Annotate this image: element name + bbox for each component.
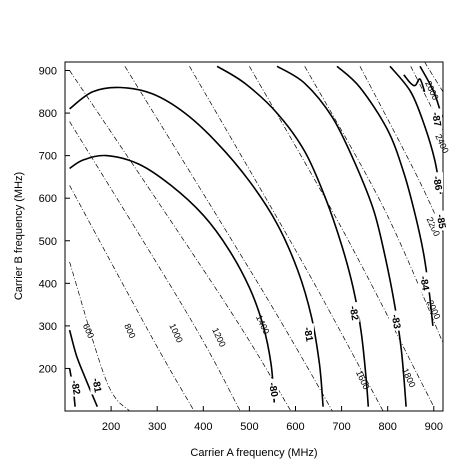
dashdot-contour-2400 — [410, 66, 443, 131]
x-axis-title: Carrier A frequency (MHz) — [190, 447, 317, 459]
solid-contour-label: -82 — [347, 305, 360, 322]
dashdot-contour-label-600: 600 — [81, 322, 96, 340]
solid-contour-9 — [403, 74, 426, 93]
y-tick-label: 800 — [39, 108, 57, 120]
dashdot-contour-1200 — [69, 70, 292, 411]
dashdot-contour-label-2000: 2000 — [425, 299, 443, 321]
solid-contour-label-bg — [430, 108, 443, 129]
solid-contour-label: -82 — [68, 380, 81, 397]
solid-contour-label-bg — [90, 374, 103, 395]
solid-contour-label-bg — [418, 272, 431, 293]
solid-contour-7 — [389, 65, 442, 195]
contours-layer — [68, 62, 443, 411]
solid-contour-label-bg — [69, 376, 82, 397]
solid-contour-label: -83 — [389, 314, 402, 331]
ticks-layer: 200 300 400 500 600 700 800 900 200 300 400 500 600 7… — [39, 66, 443, 433]
dashdot-contour-label-1600: 1600 — [354, 369, 372, 391]
solid-contour-label-bg — [389, 310, 402, 331]
dashdot-contour-label-1400: 1400 — [254, 313, 272, 335]
dashdot-contour-2600 — [424, 62, 443, 92]
dashdot-contour-label-1200: 1200 — [210, 326, 228, 348]
dashdot-contour-1400 — [124, 66, 333, 411]
y-tick-label: 700 — [39, 151, 57, 163]
solid-contour-label: -80 — [266, 382, 279, 399]
solid-contour-label: -81 — [90, 377, 103, 394]
y-tick-label: 300 — [39, 321, 57, 333]
solid-contour-label: -84 — [417, 275, 430, 292]
y-tick-label: 500 — [39, 236, 57, 248]
dashdot-contour-label-1000: 1000 — [167, 322, 185, 344]
solid-contour-label: -85 — [434, 214, 447, 231]
y-tick-label: 200 — [39, 363, 57, 375]
x-tick-label: 800 — [379, 421, 397, 433]
x-tick-label: 900 — [425, 421, 443, 433]
solid-contour-label-bg — [301, 323, 314, 344]
solid-contour-1 — [69, 86, 324, 407]
solid-contour-label: -86 — [430, 175, 443, 192]
dashdot-contour-label-800: 800 — [122, 322, 137, 340]
solid-contour-label-bg — [434, 210, 447, 231]
dashdot-contour-label-2600: 2600 — [423, 79, 441, 101]
solid-contour-5 — [276, 65, 407, 407]
dashdot-contour-1600 — [189, 66, 384, 411]
dashdot-contour-1000 — [69, 121, 241, 411]
solid-contour-label-bg — [431, 172, 444, 193]
solid-contour-4 — [216, 65, 370, 407]
dashdot-contour-label-1800: 1800 — [400, 367, 418, 389]
solid-contour-label-bg — [347, 302, 360, 323]
dashdot-contour-1800 — [249, 66, 435, 407]
y-tick-label: 600 — [39, 193, 57, 205]
dashdot-contour-2000 — [304, 66, 443, 344]
y-tick-label: 400 — [39, 278, 57, 290]
dashdot-contour-800 — [69, 185, 195, 411]
solid-contour-0 — [69, 154, 276, 403]
y-tick-label: 900 — [39, 66, 57, 78]
solid-contour-label: -87 — [429, 111, 442, 128]
x-tick-label: 700 — [332, 421, 350, 433]
x-tick-label: 600 — [286, 421, 304, 433]
x-tick-label: 300 — [148, 421, 166, 433]
x-tick-label: 500 — [240, 421, 258, 433]
dashdot-contour-600 — [69, 261, 130, 411]
x-tick-label: 400 — [194, 421, 212, 433]
y-axis-title: Carrier B frequency (MHz) — [13, 172, 25, 300]
dashdot-contour-label-2400: 2400 — [433, 133, 451, 155]
solid-contour-label-bg — [266, 378, 279, 399]
solid-contour-label: -81 — [301, 326, 314, 343]
x-tick-label: 200 — [102, 421, 120, 433]
plot-frame — [64, 61, 444, 412]
